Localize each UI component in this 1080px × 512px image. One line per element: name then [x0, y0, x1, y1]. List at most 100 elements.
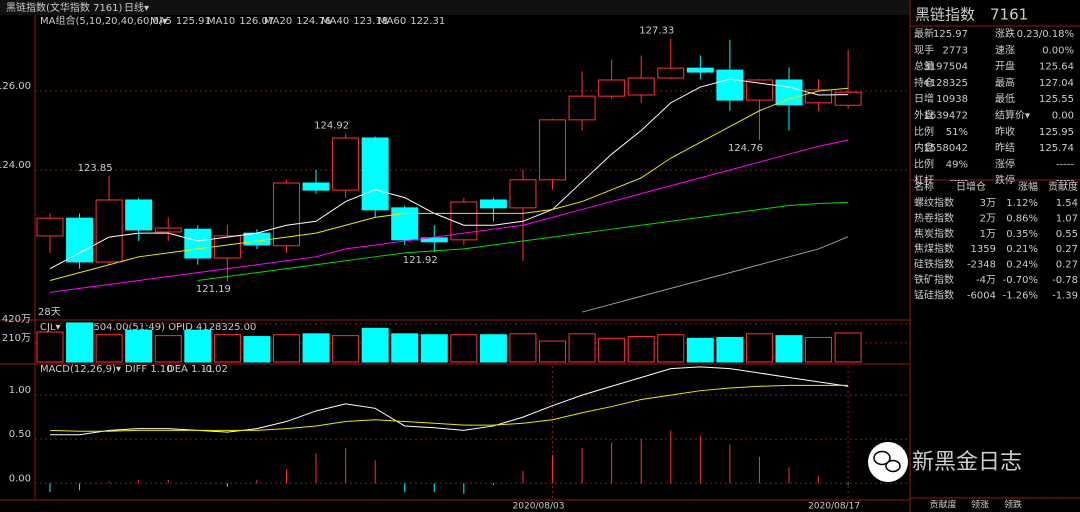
sector-value: 2万	[980, 213, 996, 224]
candle-body	[272, 182, 300, 247]
sector-value: -4万	[976, 275, 996, 286]
quote-label: 昨结	[995, 141, 1015, 154]
y-tick-label: 124.00	[0, 160, 31, 171]
quote-value: 125.95	[1039, 127, 1074, 138]
quote-label: 速涨	[995, 44, 1015, 56]
dea-label: DEA 1.11	[167, 364, 213, 375]
y-tick-label: 0.00	[9, 473, 31, 484]
volume-bar	[361, 327, 389, 363]
price-annotation: 121.19	[196, 284, 231, 295]
candle-body	[775, 79, 803, 106]
volume-bar	[627, 336, 655, 363]
sector-name: 热卷指数	[914, 211, 954, 224]
sector-value: 0.86%	[1006, 213, 1038, 224]
quote-value: 127.04	[1039, 78, 1074, 89]
ma-value: 123.18	[353, 16, 388, 27]
sector-value: 1.12%	[1006, 198, 1038, 209]
candle-body	[243, 232, 271, 246]
tab[interactable]: 领涨	[971, 499, 989, 511]
volume-bar	[598, 337, 626, 363]
volume-bar	[450, 334, 478, 363]
diff-line	[50, 366, 849, 436]
quote-label: 涨停	[995, 157, 1015, 170]
volume-bar	[391, 333, 419, 363]
volume-bar	[184, 329, 212, 363]
quote-label: 跌停	[995, 174, 1015, 187]
x-tick-label: 2020/08/03	[513, 502, 565, 512]
sector-header: 涨幅	[1018, 180, 1038, 193]
quote-label: 内盘	[914, 141, 934, 154]
sector-value: -1.39	[1052, 290, 1078, 301]
quote-label: 最新	[914, 27, 934, 40]
x-tick-label: 2020/08/17	[808, 502, 860, 512]
ma-legend: MA5 125.91	[150, 16, 211, 27]
volume-bar	[657, 334, 685, 363]
candle-body	[184, 228, 212, 259]
quote-label: 涨跌	[995, 27, 1015, 40]
candle-body	[598, 79, 626, 97]
volume-bar	[302, 333, 330, 363]
ma-legend: MA40 123.18	[321, 16, 388, 27]
volume-bar	[805, 336, 833, 363]
ma-line	[581, 236, 849, 313]
quote-label: 开盘	[995, 60, 1015, 73]
y-tick-label: 420万	[2, 314, 31, 325]
quote-value: 1639472	[923, 111, 968, 122]
ma-line	[197, 201, 849, 281]
quote-value: -----	[1056, 159, 1074, 170]
candle-body	[479, 199, 507, 209]
ma-name: MA40	[321, 16, 349, 27]
candle-body	[66, 217, 94, 263]
quote-label: 最低	[995, 92, 1015, 105]
quote-label: 昨收	[995, 125, 1015, 138]
sector-value: 1万	[980, 229, 996, 240]
candle-body	[745, 79, 773, 101]
quote-label: 外盘	[914, 109, 934, 122]
sector-value: 1359	[971, 244, 996, 255]
macd-label[interactable]: MACD(12,26,9)▾	[40, 364, 121, 375]
period-selector[interactable]: 日线▾	[124, 1, 149, 14]
volume-bar	[154, 335, 182, 363]
sector-value: 3万	[980, 198, 996, 209]
sector-name: 硅铁指数	[914, 258, 954, 271]
ma-line	[49, 139, 849, 293]
quote-value: 1558042	[923, 143, 968, 154]
sector-value: 0.55	[1056, 229, 1078, 240]
volume-bar	[509, 333, 537, 363]
candle-body	[361, 137, 389, 211]
quote-label: 比例	[914, 125, 934, 138]
quote-value: 51%	[946, 127, 968, 138]
sector-value: -1.26%	[1003, 290, 1038, 301]
candle-body	[657, 67, 685, 79]
ma-name: MA20	[264, 16, 292, 27]
macd-value: -0.02	[202, 364, 228, 375]
price-annotation: 124.92	[314, 121, 349, 132]
sector-header: 日增仓	[956, 180, 986, 193]
sector-value: 0.24%	[1006, 260, 1038, 271]
quote-value: 10938	[936, 94, 968, 105]
candle-body	[568, 95, 596, 121]
quote-title: 黑链指数	[915, 6, 975, 24]
volume-bar	[686, 337, 714, 363]
quote-label: 最高	[995, 76, 1015, 89]
y-tick-label: 210万	[2, 333, 31, 344]
tab[interactable]: 领跌	[1004, 499, 1022, 511]
tab[interactable]: 贡献度	[929, 499, 956, 511]
quote-value: 0.00%	[1042, 45, 1074, 56]
price-annotation: 127.33	[639, 26, 674, 37]
volume-bar	[775, 335, 803, 363]
ma-settings[interactable]: MA组合(5,10,20,40,60,0)▾	[40, 14, 168, 27]
sector-name: 焦炭指数	[914, 227, 954, 240]
sector-header: 贡献度	[1048, 180, 1078, 193]
candle-body	[213, 235, 241, 259]
volume-bar	[66, 322, 94, 363]
candle-body	[154, 227, 182, 233]
sector-value: -2348	[967, 260, 996, 271]
price-annotation: 124.76	[728, 143, 763, 154]
diff-label: DIFF 1.10	[125, 364, 173, 375]
candle-body	[716, 69, 744, 101]
volume-label[interactable]: CJL▾	[40, 322, 61, 333]
ma-name: MA10	[207, 16, 235, 27]
